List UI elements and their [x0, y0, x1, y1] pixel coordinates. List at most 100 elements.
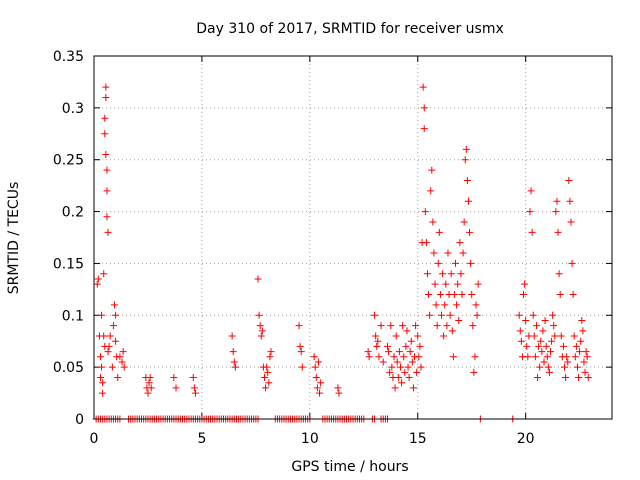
data-point — [403, 327, 411, 335]
data-point — [296, 342, 304, 350]
data-point — [255, 311, 263, 319]
y-tick-label: 0.1 — [62, 308, 84, 324]
x-axis-label: GPS time / hours — [291, 459, 408, 475]
data-point — [421, 208, 429, 216]
data-point — [407, 337, 415, 345]
data-point — [145, 379, 153, 387]
data-point — [254, 275, 262, 283]
data-point — [453, 301, 461, 309]
data-point — [231, 363, 239, 371]
tick-marks — [93, 55, 612, 420]
data-point — [582, 348, 590, 356]
data-point — [310, 353, 318, 361]
data-point — [449, 353, 457, 361]
data-point — [573, 363, 581, 371]
data-point — [551, 332, 559, 340]
y-tick-label: 0.05 — [53, 360, 84, 376]
data-point — [530, 332, 538, 340]
data-point — [570, 332, 578, 340]
data-point — [98, 363, 106, 371]
data-point — [101, 114, 109, 122]
data-point — [430, 249, 438, 257]
y-tick-label: 0.2 — [62, 205, 84, 221]
data-point — [577, 337, 585, 345]
data-point — [542, 342, 550, 350]
data-point — [556, 291, 564, 299]
data-point — [461, 156, 469, 164]
x-tick-label: 10 — [301, 431, 319, 447]
data-point — [413, 368, 421, 376]
data-point — [584, 374, 592, 382]
data-point — [435, 228, 443, 236]
data-point — [546, 348, 554, 356]
data-point — [420, 125, 428, 133]
data-point — [388, 363, 396, 371]
data-point — [539, 327, 547, 335]
data-point — [146, 374, 154, 382]
x-tick-label: 15 — [409, 431, 427, 447]
data-point — [94, 275, 102, 283]
data-point — [532, 322, 540, 330]
data-point — [108, 363, 116, 371]
data-point — [581, 368, 589, 376]
data-point — [98, 311, 106, 319]
data-point — [375, 353, 383, 361]
data-point — [422, 239, 430, 247]
data-point — [569, 291, 577, 299]
data-point — [516, 327, 524, 335]
data-point — [387, 322, 395, 330]
data-point — [266, 353, 274, 361]
data-point — [404, 363, 412, 371]
data-point — [262, 384, 270, 392]
data-point — [111, 301, 119, 309]
data-point — [297, 348, 305, 356]
data-point — [96, 374, 104, 382]
data-point — [429, 218, 437, 226]
y-axis-label: SRMTID / TECUs — [6, 182, 22, 295]
data-point — [464, 197, 472, 205]
data-point — [408, 358, 416, 366]
data-point — [258, 327, 266, 335]
data-point — [391, 384, 399, 392]
data-point — [463, 176, 471, 184]
data-point — [561, 363, 569, 371]
data-point — [105, 342, 113, 350]
data-point — [571, 353, 579, 361]
data-point — [312, 374, 320, 382]
data-point — [120, 363, 128, 371]
data-point — [99, 379, 107, 387]
data-point — [466, 228, 474, 236]
data-point — [524, 353, 532, 361]
data-point — [535, 342, 543, 350]
data-point — [534, 374, 542, 382]
data-point — [460, 218, 468, 226]
data-point — [415, 353, 423, 361]
data-point — [371, 311, 379, 319]
data-point — [377, 322, 385, 330]
data-point — [538, 348, 546, 356]
data-point — [402, 342, 410, 350]
tick-labels: 0 5 10 15 20 0 0.05 0.1 0.15 0.2 0.25 0.3 0.35 — [53, 49, 535, 447]
data-point — [100, 332, 108, 340]
data-point — [417, 363, 425, 371]
data-point — [568, 259, 576, 267]
data-point — [420, 104, 428, 112]
data-point — [116, 353, 124, 361]
data-point — [390, 353, 398, 361]
data-point — [190, 384, 198, 392]
data-point — [471, 353, 479, 361]
data-point — [567, 218, 575, 226]
data-point — [96, 353, 104, 361]
data-point — [563, 353, 571, 361]
data-point — [395, 348, 403, 356]
y-tick-label: 0.3 — [62, 101, 84, 117]
data-point — [427, 187, 435, 195]
data-point — [112, 311, 120, 319]
x-tick-label: 0 — [90, 431, 99, 447]
y-tick-label: 0 — [75, 412, 84, 428]
x-tick-label: 5 — [197, 431, 206, 447]
data-point — [432, 301, 440, 309]
data-point — [374, 337, 382, 345]
data-point — [147, 384, 155, 392]
